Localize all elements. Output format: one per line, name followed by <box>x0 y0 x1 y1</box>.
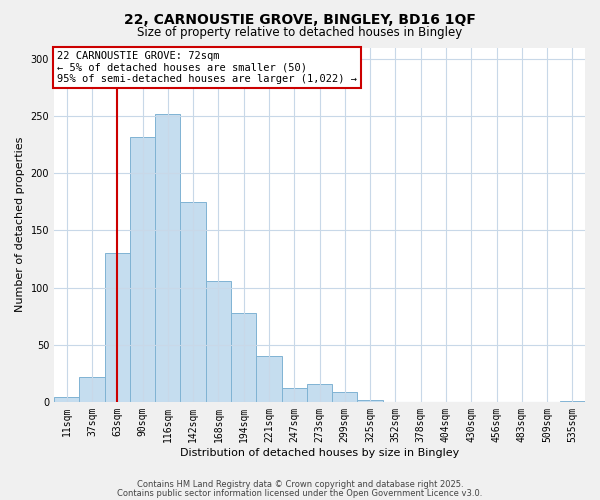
Bar <box>560 400 585 402</box>
Bar <box>281 388 307 402</box>
Bar <box>155 114 181 402</box>
Bar <box>104 253 130 402</box>
Bar <box>256 356 281 402</box>
Bar <box>54 398 79 402</box>
Y-axis label: Number of detached properties: Number of detached properties <box>15 137 25 312</box>
Bar <box>206 280 231 402</box>
Text: 22 CARNOUSTIE GROVE: 72sqm
← 5% of detached houses are smaller (50)
95% of semi-: 22 CARNOUSTIE GROVE: 72sqm ← 5% of detac… <box>56 51 356 84</box>
Text: Contains public sector information licensed under the Open Government Licence v3: Contains public sector information licen… <box>118 489 482 498</box>
Bar <box>332 392 358 402</box>
Text: Contains HM Land Registry data © Crown copyright and database right 2025.: Contains HM Land Registry data © Crown c… <box>137 480 463 489</box>
Bar <box>79 376 104 402</box>
Text: Size of property relative to detached houses in Bingley: Size of property relative to detached ho… <box>137 26 463 39</box>
Bar <box>181 202 206 402</box>
X-axis label: Distribution of detached houses by size in Bingley: Distribution of detached houses by size … <box>180 448 459 458</box>
Bar <box>307 384 332 402</box>
Bar <box>130 136 155 402</box>
Text: 22, CARNOUSTIE GROVE, BINGLEY, BD16 1QF: 22, CARNOUSTIE GROVE, BINGLEY, BD16 1QF <box>124 12 476 26</box>
Bar <box>358 400 383 402</box>
Bar <box>231 312 256 402</box>
